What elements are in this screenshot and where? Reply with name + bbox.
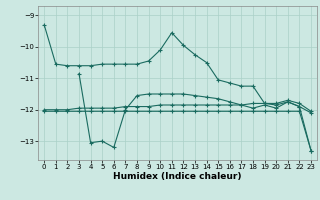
X-axis label: Humidex (Indice chaleur): Humidex (Indice chaleur) <box>113 172 242 181</box>
